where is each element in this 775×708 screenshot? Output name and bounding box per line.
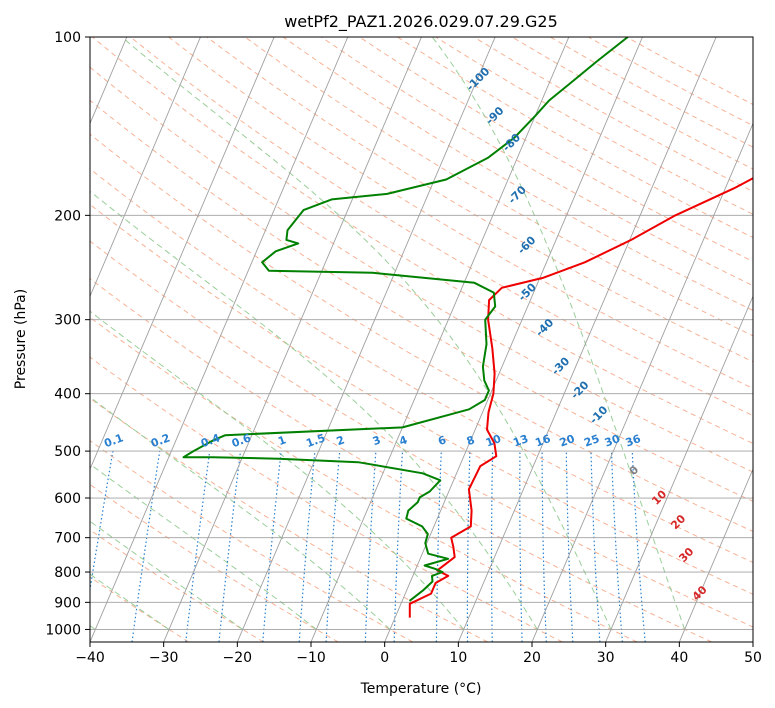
x-tick-label: 0 (380, 650, 389, 666)
isotherm-line (236, 37, 496, 642)
mixing-ratio-label: 0.6 (230, 431, 253, 450)
y-tick-label: 300 (54, 313, 81, 329)
mixing-ratio-label: 6 (436, 433, 448, 448)
mixing-ratio-label: 1.5 (304, 431, 327, 450)
dry-adiabat-line (90, 168, 753, 563)
x-tick-label: −30 (149, 650, 179, 666)
x-tick-label: 40 (670, 650, 688, 666)
isotherm-line (457, 37, 717, 642)
y-tick-label: 700 (54, 531, 81, 547)
y-tick-label: 500 (54, 444, 81, 460)
x-axis-ticks: −40 −30 −20 −10 0 10 20 30 40 50 (75, 642, 762, 666)
mixing-ratio-label: 36 (624, 432, 643, 450)
y-tick-label: 100 (54, 30, 81, 46)
mixing-ratio-line (218, 451, 242, 642)
moist-adiabat-line (90, 396, 391, 630)
mixing-ratio-label: 4 (397, 433, 409, 448)
mixing-ratio-line (90, 450, 114, 594)
isotherm-line (310, 37, 570, 642)
dry-adiabat-line (130, 37, 753, 417)
y-tick-label: 1000 (45, 622, 81, 638)
isotherm-line (752, 640, 753, 642)
mixing-ratio-line (298, 451, 316, 642)
dry-adiabat-line (90, 66, 753, 473)
moist-adiabat-line (90, 463, 317, 630)
dry-adiabat-line (206, 37, 753, 363)
mixing-ratio-label: 10 (484, 432, 503, 450)
mixing-ratio-label: 25 (582, 432, 601, 449)
dry-adiabat-line (282, 37, 753, 312)
x-tick-label: −20 (223, 650, 253, 666)
mixing-ratio-label: 2 (335, 433, 347, 448)
x-tick-label: 10 (449, 650, 467, 666)
isotherm-line (678, 467, 753, 642)
mixing-ratio-line (185, 451, 211, 642)
x-tick-label: 50 (744, 650, 762, 666)
isotherm-line (90, 37, 275, 471)
isotherm-line (531, 122, 753, 642)
moist-adiabat-line (90, 520, 243, 630)
dry-adiabat-line (90, 356, 563, 642)
x-tick-label: 20 (523, 650, 541, 666)
x-axis-label: Temperature (°C) (360, 681, 482, 697)
mixing-ratio-line (262, 451, 282, 642)
x-tick-label: 30 (597, 650, 615, 666)
isotherm-line (605, 295, 753, 642)
isotherm-line (163, 37, 422, 642)
mixing-ratio-label: 0.2 (149, 431, 172, 450)
mixing-ratio-label: 16 (533, 432, 552, 450)
y-tick-label: 200 (54, 208, 81, 224)
plot-background (90, 37, 753, 642)
mixing-ratio-label: 0.1 (102, 431, 125, 450)
moist-adiabat-line (121, 37, 612, 630)
x-tick-label: −40 (75, 650, 105, 666)
y-axis-label: Pressure (hPa) (13, 289, 29, 389)
y-tick-label: 900 (54, 595, 81, 611)
mixing-ratio-label: 30 (603, 432, 622, 450)
moist-adiabat-line (90, 310, 465, 630)
mixing-ratio-label: 8 (465, 433, 477, 448)
y-tick-label: 600 (54, 491, 81, 507)
dry-adiabat-line (90, 483, 339, 642)
y-tick-label: 800 (54, 565, 81, 581)
dry-adiabat-line (90, 397, 488, 642)
mixing-ratio-line (631, 451, 646, 642)
moist-adiabat-line (431, 37, 686, 630)
dry-adiabat-line (90, 203, 753, 595)
dry-adiabat-line (90, 133, 753, 533)
sounding-series (182, 37, 753, 618)
mixing-ratio-label: 13 (511, 432, 530, 449)
mixing-ratio-label: 3 (371, 433, 383, 448)
mixing-ratio-label: 1 (276, 433, 288, 448)
y-axis-ticks: 100 200 300 400 500 600 700 800 900 1000 (45, 30, 90, 638)
background-lines (90, 37, 753, 642)
isotherm-line (90, 37, 349, 642)
mixing-ratio-label: 0.4 (199, 431, 222, 450)
chart-title: wetPf2_PAZ1.2026.029.07.29.G25 (284, 12, 558, 32)
isotherm-line (384, 37, 643, 642)
mixing-ratio-label: 20 (558, 432, 577, 450)
moist-adiabat-line (90, 573, 170, 630)
plot-frame (89, 36, 754, 643)
dewpoint-line (182, 37, 629, 602)
x-tick-label: −10 (296, 650, 326, 666)
isotherm-line (90, 37, 201, 298)
y-tick-label: 400 (54, 387, 81, 403)
